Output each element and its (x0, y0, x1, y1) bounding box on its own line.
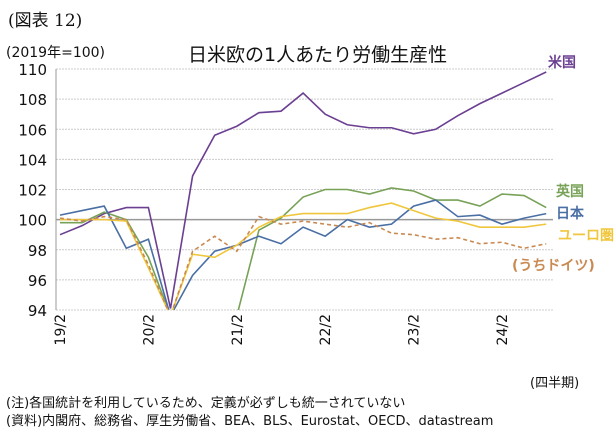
figure-label: (図表 12) (8, 11, 83, 31)
y-tick-label: 106 (18, 121, 47, 139)
x-tick-label: 22/2 (318, 314, 334, 345)
period-label: (四半期) (530, 376, 580, 391)
legend-label-1: 英国 (555, 183, 584, 200)
x-tick-label: 24/2 (495, 314, 511, 345)
legend-label-0: 米国 (548, 54, 576, 71)
y-tick-label: 96 (28, 272, 47, 290)
legend-label-2: 日本 (556, 205, 585, 222)
y-tick-label: 108 (18, 91, 47, 109)
x-tick-label: 20/2 (141, 314, 157, 345)
x-tick-label: 21/2 (230, 314, 246, 345)
source-text: (資料)内閣府、総務省、厚生労働省、BEA、BLS、Eurostat、OECD、… (6, 414, 494, 429)
x-tick-label: 23/2 (407, 314, 423, 345)
series-line-0 (59, 71, 547, 309)
chart-title: 日米欧の1人あたり労働生産性 (188, 44, 448, 66)
legend-label-4: (うちドイツ) (512, 258, 595, 274)
y-tick-label: 100 (18, 212, 47, 230)
x-tick-label: 19/2 (53, 314, 69, 345)
y-tick-label: 104 (18, 151, 47, 169)
series-line-2 (59, 199, 547, 310)
series-line-4 (59, 215, 547, 310)
y-tick-label: 102 (18, 182, 47, 200)
y-tick-label: 94 (28, 302, 47, 320)
legend-label-3: ユーロ圏 (558, 228, 614, 244)
unit-label: (2019年=100) (6, 45, 106, 61)
note-text: (注)各国統計を利用しているため、定義が必ずしも統一されていない (6, 396, 406, 411)
y-tick-label: 110 (18, 61, 47, 79)
y-tick-label: 98 (28, 242, 47, 260)
series-group (59, 71, 547, 310)
